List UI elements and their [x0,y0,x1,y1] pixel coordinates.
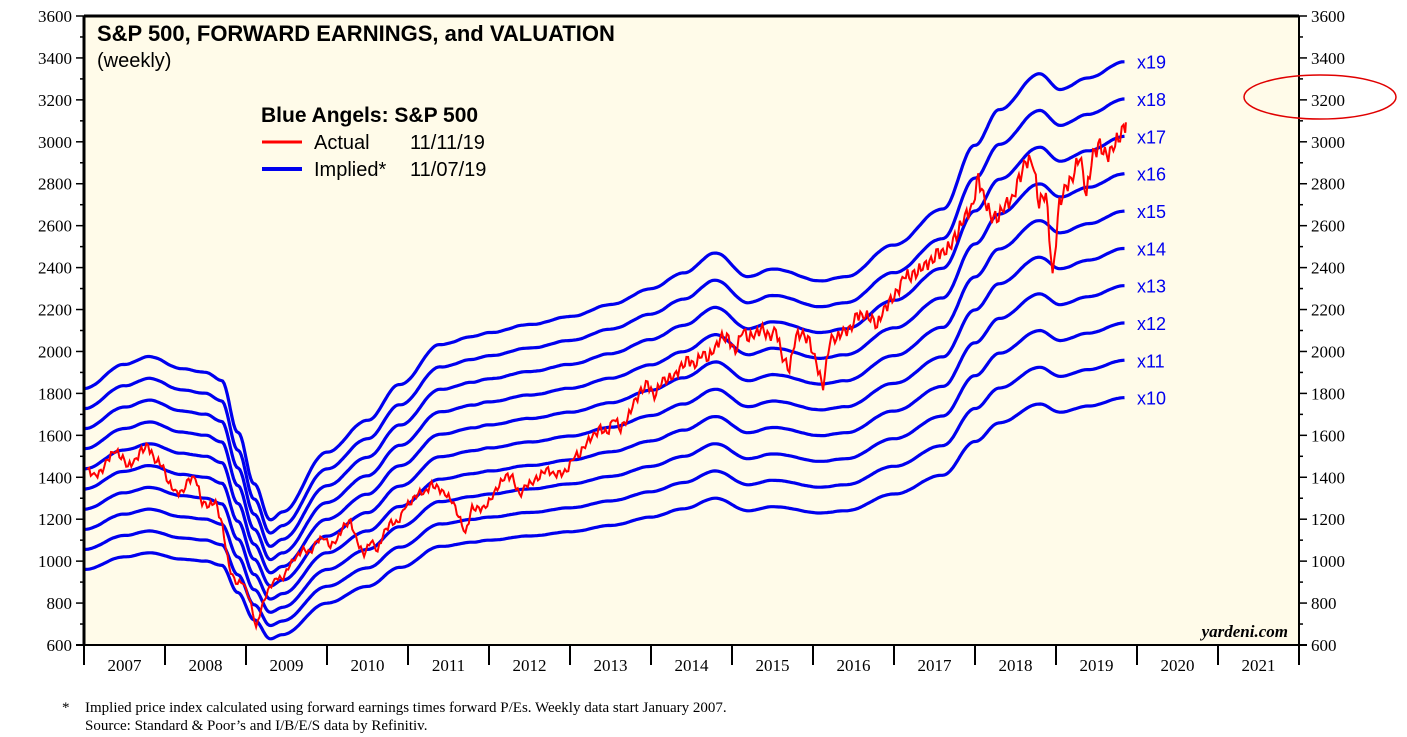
multiple-label-x19: x19 [1137,53,1166,73]
axes: 600 600 800 800 1000 1000 1200 1200 1400 1400 1600… [38,7,1345,675]
x-tick-label: 2019 [1080,656,1114,675]
x-tick-label: 2017 [918,656,953,675]
y-tick-label-right: 3400 [1311,49,1345,68]
footnote-marker: * [62,700,70,716]
y-tick-label-left: 3600 [38,7,72,26]
legend-label-implied: Implied* [314,159,386,181]
x-tick-label: 2007 [108,656,143,675]
multiple-label-x12: x12 [1137,314,1166,334]
y-tick-label-right: 3000 [1311,133,1345,152]
y-tick-label-left: 600 [47,636,73,655]
implied-line-x18 [83,97,1125,535]
chart-title: S&P 500, FORWARD EARNINGS, and VALUATION [97,21,615,46]
implied-line-x13 [83,284,1125,601]
y-tick-label-left: 2600 [38,217,72,236]
y-tick-label-right: 1600 [1311,426,1345,445]
x-tick-label: 2011 [432,656,465,675]
x-tick-label: 2021 [1242,656,1276,675]
y-tick-label-right: 2400 [1311,259,1345,278]
multiple-label-x13: x13 [1137,277,1166,297]
x-tick-label: 2020 [1161,656,1195,675]
legend-date-implied: 11/07/19 [410,159,486,181]
x-tick-label: 2008 [189,656,223,675]
multiple-label-x10: x10 [1137,389,1166,409]
y-tick-label-left: 2000 [38,342,72,361]
x-tick-label: 2010 [351,656,385,675]
y-tick-label-left: 1800 [38,384,72,403]
y-tick-label-left: 3200 [38,91,72,110]
multiple-label-x15: x15 [1137,202,1166,222]
y-tick-label-left: 1200 [38,510,72,529]
y-tick-label-right: 1200 [1311,510,1345,529]
x-tick-label: 2013 [594,656,628,675]
implied-line-x15 [83,209,1125,575]
multiple-label-x14: x14 [1137,239,1166,259]
y-tick-label-right: 2200 [1311,301,1345,320]
y-tick-label-left: 1000 [38,552,72,571]
y-tick-label-right: 1400 [1311,468,1345,487]
y-tick-label-left: 2400 [38,259,72,278]
multiple-label-x18: x18 [1137,90,1166,110]
y-tick-label-right: 3600 [1311,7,1345,26]
y-tick-label-right: 1800 [1311,384,1345,403]
implied-line-x19 [83,60,1125,522]
actual-line [86,122,1127,631]
y-tick-label-right: 800 [1311,594,1337,613]
y-tick-label-left: 2200 [38,301,72,320]
watermark: yardeni.com [1200,622,1288,641]
y-tick-label-right: 2000 [1311,342,1345,361]
implied-line-x12 [83,321,1125,614]
implied-line-x16 [83,172,1125,562]
x-tick-label: 2016 [837,656,871,675]
y-tick-label-right: 3200 [1311,91,1345,110]
x-tick-label: 2014 [675,656,710,675]
multiple-label-x16: x16 [1137,165,1166,185]
legend-date-actual: 11/11/19 [410,132,485,154]
y-tick-label-left: 3000 [38,133,72,152]
implied-line-x11 [83,358,1125,628]
y-tick-label-right: 2800 [1311,175,1345,194]
series-layer: x10 x11 x12 x13 x14 x15 x16 x17 x18 x19 [83,53,1166,641]
footnote-line2: Source: Standard & Poor’s and I/B/E/S da… [85,718,428,734]
implied-line-x14 [83,246,1125,588]
legend-label-actual: Actual [314,132,370,154]
y-tick-label-right: 2600 [1311,217,1345,236]
footnote-line1: Implied price index calculated using for… [85,700,727,716]
legend-title: Blue Angels: S&P 500 [261,104,478,127]
y-tick-label-left: 2800 [38,175,72,194]
x-tick-label: 2012 [513,656,547,675]
y-tick-label-right: 1000 [1311,552,1345,571]
implied-line-x17 [83,134,1125,548]
y-tick-label-left: 800 [47,594,73,613]
x-tick-label: 2009 [270,656,304,675]
multiple-label-x11: x11 [1137,351,1165,371]
highlight-ellipse [1243,74,1397,120]
y-tick-label-left: 1400 [38,468,72,487]
legend: Blue Angels: S&P 500 Actual 11/11/19 Imp… [261,104,486,181]
chart-subtitle: (weekly) [97,50,171,72]
y-tick-label-right: 600 [1311,636,1337,655]
multiple-label-x17: x17 [1137,127,1166,147]
y-tick-label-left: 1600 [38,426,72,445]
x-tick-label: 2015 [756,656,790,675]
x-tick-label: 2018 [999,656,1033,675]
y-tick-label-left: 3400 [38,49,72,68]
